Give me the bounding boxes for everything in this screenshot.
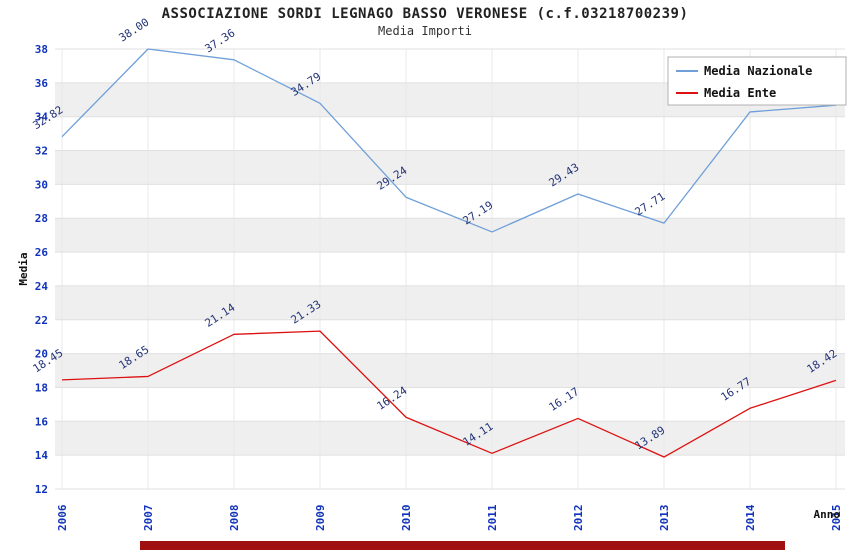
plot-band	[55, 285, 845, 320]
plot-band	[55, 353, 845, 388]
y-tick-label: 28	[35, 212, 48, 225]
legend-label: Media Nazionale	[704, 64, 812, 78]
series-line-media-nazionale	[61, 48, 837, 233]
y-tick-label: 14	[35, 449, 49, 462]
plot-band	[55, 150, 845, 185]
legend-label: Media Ente	[704, 86, 776, 100]
plot-band	[55, 319, 845, 354]
y-tick-label: 30	[35, 178, 48, 191]
legend-box	[667, 56, 847, 106]
plot-band	[55, 116, 845, 151]
data-label: 38.00	[117, 16, 152, 45]
plot-band	[55, 421, 845, 456]
x-tick-label: 2012	[572, 505, 585, 532]
plot-band	[55, 455, 845, 489]
x-tick-label: 2014	[744, 504, 757, 531]
x-axis-title: Anno	[814, 508, 841, 521]
y-tick-label: 32	[35, 145, 48, 158]
chart-title: ASSOCIAZIONE SORDI LEGNAGO BASSO VERONES…	[161, 6, 689, 22]
y-tick-label: 34	[35, 111, 49, 124]
x-tick-label: 2009	[314, 505, 327, 532]
y-tick-label: 16	[35, 415, 49, 428]
y-tick-label: 38	[35, 43, 48, 56]
chart-subtitle: Media Importi	[378, 24, 472, 38]
y-tick-label: 18	[35, 381, 48, 394]
plot-band	[55, 218, 845, 253]
x-tick-label: 2013	[658, 505, 671, 532]
footer-bar	[140, 541, 785, 550]
series-line-media-ente	[61, 330, 837, 458]
plot-band	[55, 252, 845, 286]
plot-band	[55, 184, 845, 219]
x-tick-label: 2007	[142, 505, 155, 532]
x-tick-label: 2011	[486, 504, 499, 531]
plot-band	[55, 387, 845, 422]
y-axis-title: Media	[17, 252, 30, 285]
y-tick-label: 20	[35, 348, 48, 361]
y-tick-label: 24	[35, 280, 49, 293]
x-tick-label: 2008	[228, 505, 241, 532]
x-tick-label: 2010	[400, 505, 413, 532]
y-tick-label: 36	[35, 77, 49, 90]
y-tick-label: 26	[35, 246, 49, 259]
x-tick-label: 2015	[830, 505, 843, 532]
x-tick-label: 2006	[56, 504, 69, 531]
y-tick-label: 22	[35, 314, 48, 327]
y-tick-label: 12	[35, 483, 48, 496]
